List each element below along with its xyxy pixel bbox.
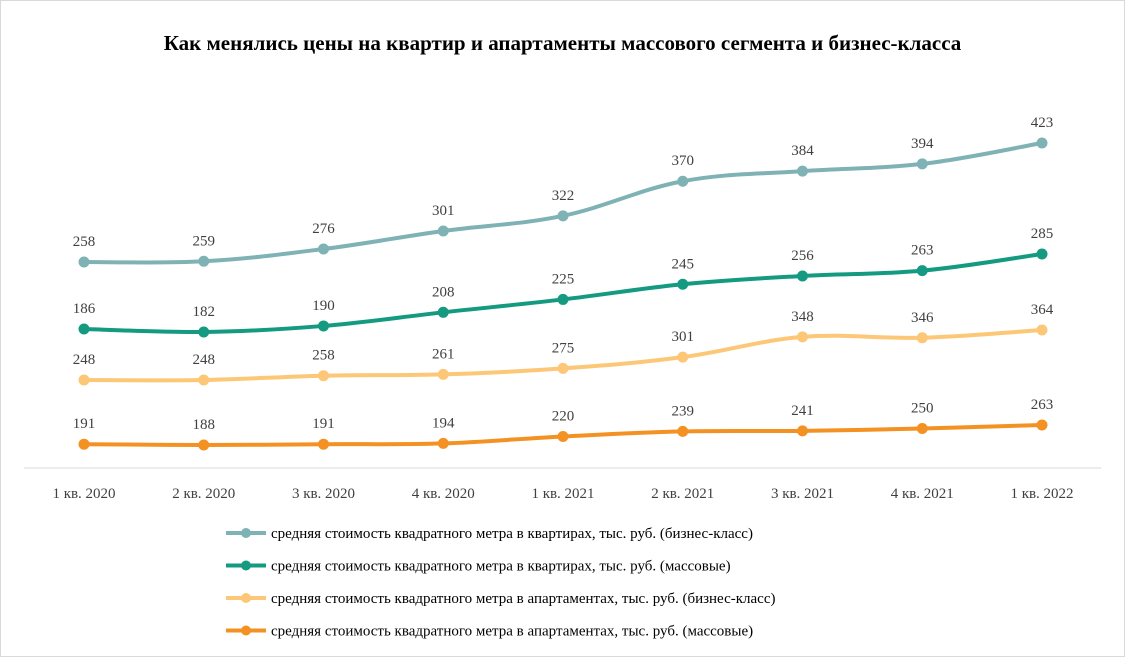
series-4-data-label: 191 — [312, 416, 335, 432]
series-3-point — [78, 374, 90, 386]
x-tick-label: 1 кв. 2021 — [531, 486, 594, 502]
series-3-data-label: 258 — [312, 348, 335, 364]
series-4-point — [677, 425, 689, 437]
series-4-point — [437, 437, 449, 449]
series-2-data-label: 208 — [432, 284, 455, 300]
series-4-point — [1036, 419, 1048, 431]
series-3-point — [557, 362, 569, 374]
series-1-point — [78, 256, 90, 268]
series-2-point — [557, 293, 569, 305]
series-2-data-label: 263 — [911, 243, 934, 259]
series-1-data-label: 384 — [791, 143, 814, 159]
series-1-data-label: 394 — [911, 136, 934, 152]
series-3-data-label: 275 — [552, 340, 575, 356]
series-3-data-label: 301 — [672, 329, 695, 345]
series-4-data-label: 241 — [791, 403, 814, 419]
series-2-data-label: 186 — [73, 301, 96, 317]
series-3-point — [1036, 324, 1048, 336]
series-4-point — [318, 438, 329, 450]
series-4-point — [916, 422, 928, 434]
series-1-point — [677, 175, 689, 187]
series-3-data-label: 248 — [193, 352, 216, 368]
series-4-data-label: 220 — [552, 408, 575, 424]
legend-label-4: средняя стоимость квадратного метра в ап… — [271, 624, 753, 640]
series-2-data-label: 190 — [312, 298, 335, 314]
series-2-point — [198, 326, 210, 338]
series-4-point — [198, 439, 210, 451]
series-1-point — [797, 165, 808, 177]
x-tick-label: 1 кв. 2020 — [52, 486, 115, 502]
series-4-data-label: 191 — [73, 416, 96, 432]
series-1-data-label: 423 — [1031, 115, 1054, 131]
legend-marker-3 — [241, 593, 251, 603]
series-3-point — [198, 374, 210, 386]
series-1-data-label: 322 — [552, 188, 575, 204]
series-1-point — [557, 210, 569, 222]
series-1-point — [1036, 137, 1048, 149]
series-3-data-label: 346 — [911, 310, 934, 326]
series-2-data-label: 256 — [791, 248, 814, 264]
series-2-point — [916, 265, 928, 277]
series-1-point — [318, 243, 329, 255]
series-2-point — [1036, 248, 1048, 260]
x-tick-label: 3 кв. 2021 — [771, 486, 834, 502]
series-4-point — [78, 438, 90, 450]
series-3-point — [797, 331, 808, 343]
series-2-point — [677, 278, 689, 290]
series-2-data-label: 285 — [1031, 226, 1054, 242]
chart-title: Как менялись цены на квартир и апартамен… — [163, 31, 962, 55]
series-2-point — [78, 323, 90, 335]
series-1-data-label: 301 — [432, 203, 455, 219]
x-tick-label: 4 кв. 2021 — [891, 486, 954, 502]
series-2-point — [318, 320, 329, 332]
series-1-point — [916, 158, 928, 170]
series-3-point — [677, 351, 689, 363]
series-4-data-label: 239 — [672, 403, 695, 419]
x-tick-label: 1 кв. 2022 — [1010, 486, 1073, 502]
legend-marker-2 — [241, 560, 251, 571]
series-line-2 — [82, 252, 1044, 335]
x-tick-label: 2 кв. 2020 — [172, 486, 235, 502]
legend-label-2: средняя стоимость квадратного метра в кв… — [271, 559, 731, 575]
legend-marker-1 — [241, 528, 251, 538]
series-1-point — [437, 225, 449, 237]
series-3-point — [916, 332, 928, 344]
series-3-point — [437, 368, 449, 380]
series-4-point — [797, 425, 808, 437]
series-4-data-label: 250 — [911, 400, 934, 416]
x-tick-label: 2 кв. 2021 — [651, 486, 714, 502]
series-3-point — [318, 370, 329, 382]
legend-marker-4 — [241, 625, 251, 636]
series-1-data-label: 276 — [312, 221, 335, 237]
series-1-point — [198, 255, 210, 267]
series-4-point — [557, 430, 569, 442]
series-1-data-label: 370 — [672, 153, 695, 169]
series-2-data-label: 225 — [552, 271, 575, 287]
series-1-data-label: 258 — [73, 234, 96, 250]
series-4-data-label: 188 — [193, 417, 216, 433]
legend-label-3: средняя стоимость квадратного метра в ап… — [271, 591, 776, 607]
series-2-point — [437, 306, 449, 318]
series-4-data-label: 263 — [1031, 397, 1054, 413]
series-3-data-label: 248 — [73, 352, 96, 368]
series-1-data-label: 259 — [193, 233, 216, 249]
series-3-data-label: 261 — [432, 346, 455, 362]
series-2-data-label: 245 — [672, 256, 695, 272]
legend-label-1: средняя стоимость квадратного метра в кв… — [271, 526, 753, 542]
series-2-point — [797, 270, 808, 282]
series-4-data-label: 194 — [432, 415, 455, 431]
series-3-data-label: 364 — [1031, 302, 1054, 318]
series-3-data-label: 348 — [791, 309, 814, 325]
series-2-data-label: 182 — [193, 304, 216, 320]
x-tick-label: 3 кв. 2020 — [292, 486, 355, 502]
x-tick-label: 4 кв. 2020 — [412, 486, 475, 502]
